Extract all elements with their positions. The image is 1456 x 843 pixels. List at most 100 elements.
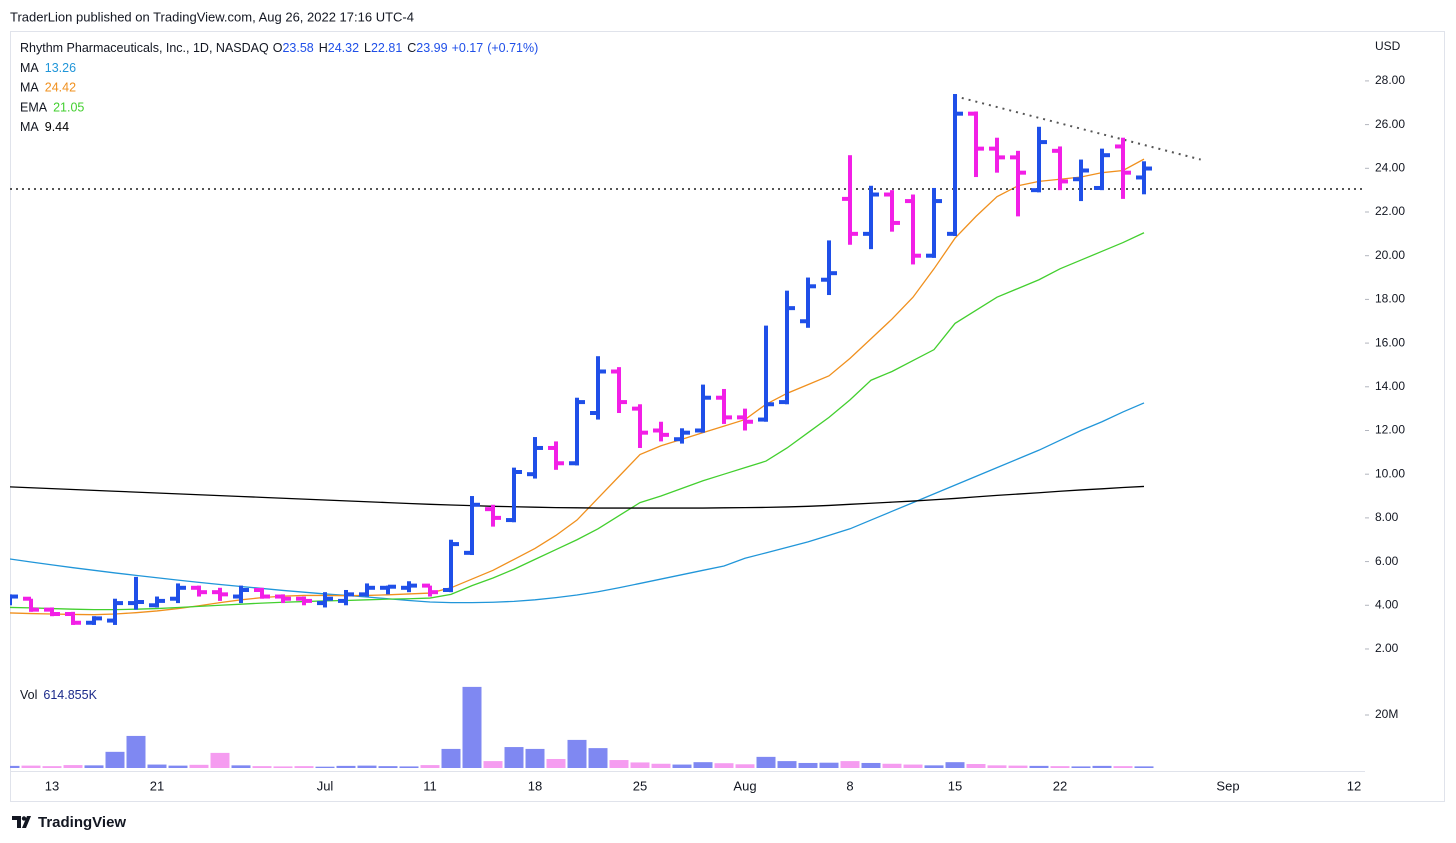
y-tick-label: 18.00 <box>1375 292 1405 306</box>
bar-open <box>1010 155 1018 160</box>
bar-range <box>134 576 138 610</box>
bar-open <box>695 428 703 433</box>
x-tick-label: Sep <box>1216 778 1239 793</box>
bar-open <box>842 196 850 201</box>
bar-range <box>449 539 453 593</box>
volume-bar <box>84 765 104 768</box>
y-tick-label: 10.00 <box>1375 466 1405 480</box>
frame <box>10 31 1445 802</box>
ma-line <box>10 158 1145 616</box>
volume-bar <box>462 686 482 768</box>
volume-bar <box>420 765 440 768</box>
change: +0.17 <box>452 41 484 55</box>
y-tick-label: 12.00 <box>1375 423 1405 437</box>
bar-range <box>29 598 33 612</box>
volume-bar <box>504 747 524 768</box>
ma-legend: EMA 21.05 <box>20 101 84 115</box>
bar-range <box>827 240 831 296</box>
bar-open <box>863 231 871 236</box>
y-tick-label: 6.00 <box>1375 554 1399 568</box>
bar-close <box>724 415 732 420</box>
bar-close <box>31 607 39 612</box>
y-tick-label: 4.00 <box>1375 597 1399 611</box>
volume-bar <box>861 762 881 768</box>
bar-open <box>716 395 724 400</box>
volume-bar <box>987 765 1007 768</box>
volume-bar <box>945 762 965 768</box>
bar-close <box>892 220 900 225</box>
plot-area <box>10 94 1365 768</box>
volume-bar <box>567 739 587 768</box>
x-tick-label: 13 <box>45 778 59 793</box>
ma-legend-value: 21.05 <box>53 101 84 115</box>
bar-range <box>617 367 621 414</box>
volume-bar <box>63 765 83 768</box>
symbol-name: Rhythm Pharmaceuticals, Inc., 1D, NASDAQ <box>20 41 269 55</box>
volume-legend: Vol 614.855K <box>20 688 98 702</box>
x-tick-label: 18 <box>528 778 542 793</box>
bar-range <box>365 583 369 597</box>
bar-range <box>491 504 495 527</box>
volume-bar <box>672 764 692 768</box>
volume-bar <box>147 764 167 768</box>
volume-bar <box>714 763 734 768</box>
volume-bar <box>1092 765 1112 768</box>
logo-dot <box>21 816 27 821</box>
y-tick-label: 2.00 <box>1375 641 1399 655</box>
bar-close <box>514 470 522 474</box>
bar-open <box>233 594 241 599</box>
bar-open <box>359 592 367 597</box>
bar-open <box>1073 177 1081 182</box>
volume-bar <box>21 765 41 768</box>
bar-range <box>10 594 12 606</box>
bar-close <box>52 612 60 617</box>
bar-range <box>1016 150 1020 217</box>
bar-open <box>107 618 115 623</box>
bar-close <box>10 594 18 599</box>
ma-legend: MA 9.44 <box>20 120 69 134</box>
volume-bar <box>189 764 209 768</box>
bar-open <box>653 428 661 433</box>
volume-bar <box>483 761 503 768</box>
volume-bar <box>1008 765 1028 768</box>
ohlc-label: O <box>273 41 283 55</box>
ma-legend: MA 24.42 <box>20 81 76 95</box>
bar-open <box>170 596 178 601</box>
bar-close <box>745 419 753 424</box>
volume-bar <box>126 735 146 768</box>
ma-legend-name: EMA <box>20 101 48 115</box>
ma-line <box>10 485 1145 509</box>
volume-bar <box>651 763 671 768</box>
bar-open <box>569 461 577 466</box>
bar-close <box>1081 168 1089 173</box>
change-percent: (+0.71%) <box>487 41 538 55</box>
bar-close <box>682 430 690 435</box>
bar-close <box>871 192 879 197</box>
tradingview-logo <box>12 816 31 828</box>
bar-open <box>422 583 430 588</box>
bar-close <box>1060 179 1068 184</box>
bar-range <box>1121 137 1125 199</box>
bar-close <box>997 155 1005 160</box>
bar-open <box>779 400 787 405</box>
volume-bar <box>882 763 902 768</box>
bar-open <box>1094 185 1102 190</box>
bar-close <box>1018 170 1026 175</box>
bar-range <box>512 467 516 523</box>
bar-range <box>701 384 705 433</box>
volume-bar <box>210 752 230 768</box>
bar-range <box>995 137 999 173</box>
bar-close <box>955 111 963 116</box>
bar-close <box>913 253 921 258</box>
volume-bar <box>1134 766 1154 768</box>
bar-open <box>1136 175 1144 180</box>
bar-open <box>401 585 409 590</box>
bar-open <box>632 406 640 411</box>
bar-close <box>1144 166 1152 171</box>
bar-close <box>535 445 543 450</box>
bar-open <box>275 594 283 599</box>
bar-open <box>44 607 52 612</box>
bar-range <box>50 607 54 617</box>
bar-close <box>304 598 312 603</box>
